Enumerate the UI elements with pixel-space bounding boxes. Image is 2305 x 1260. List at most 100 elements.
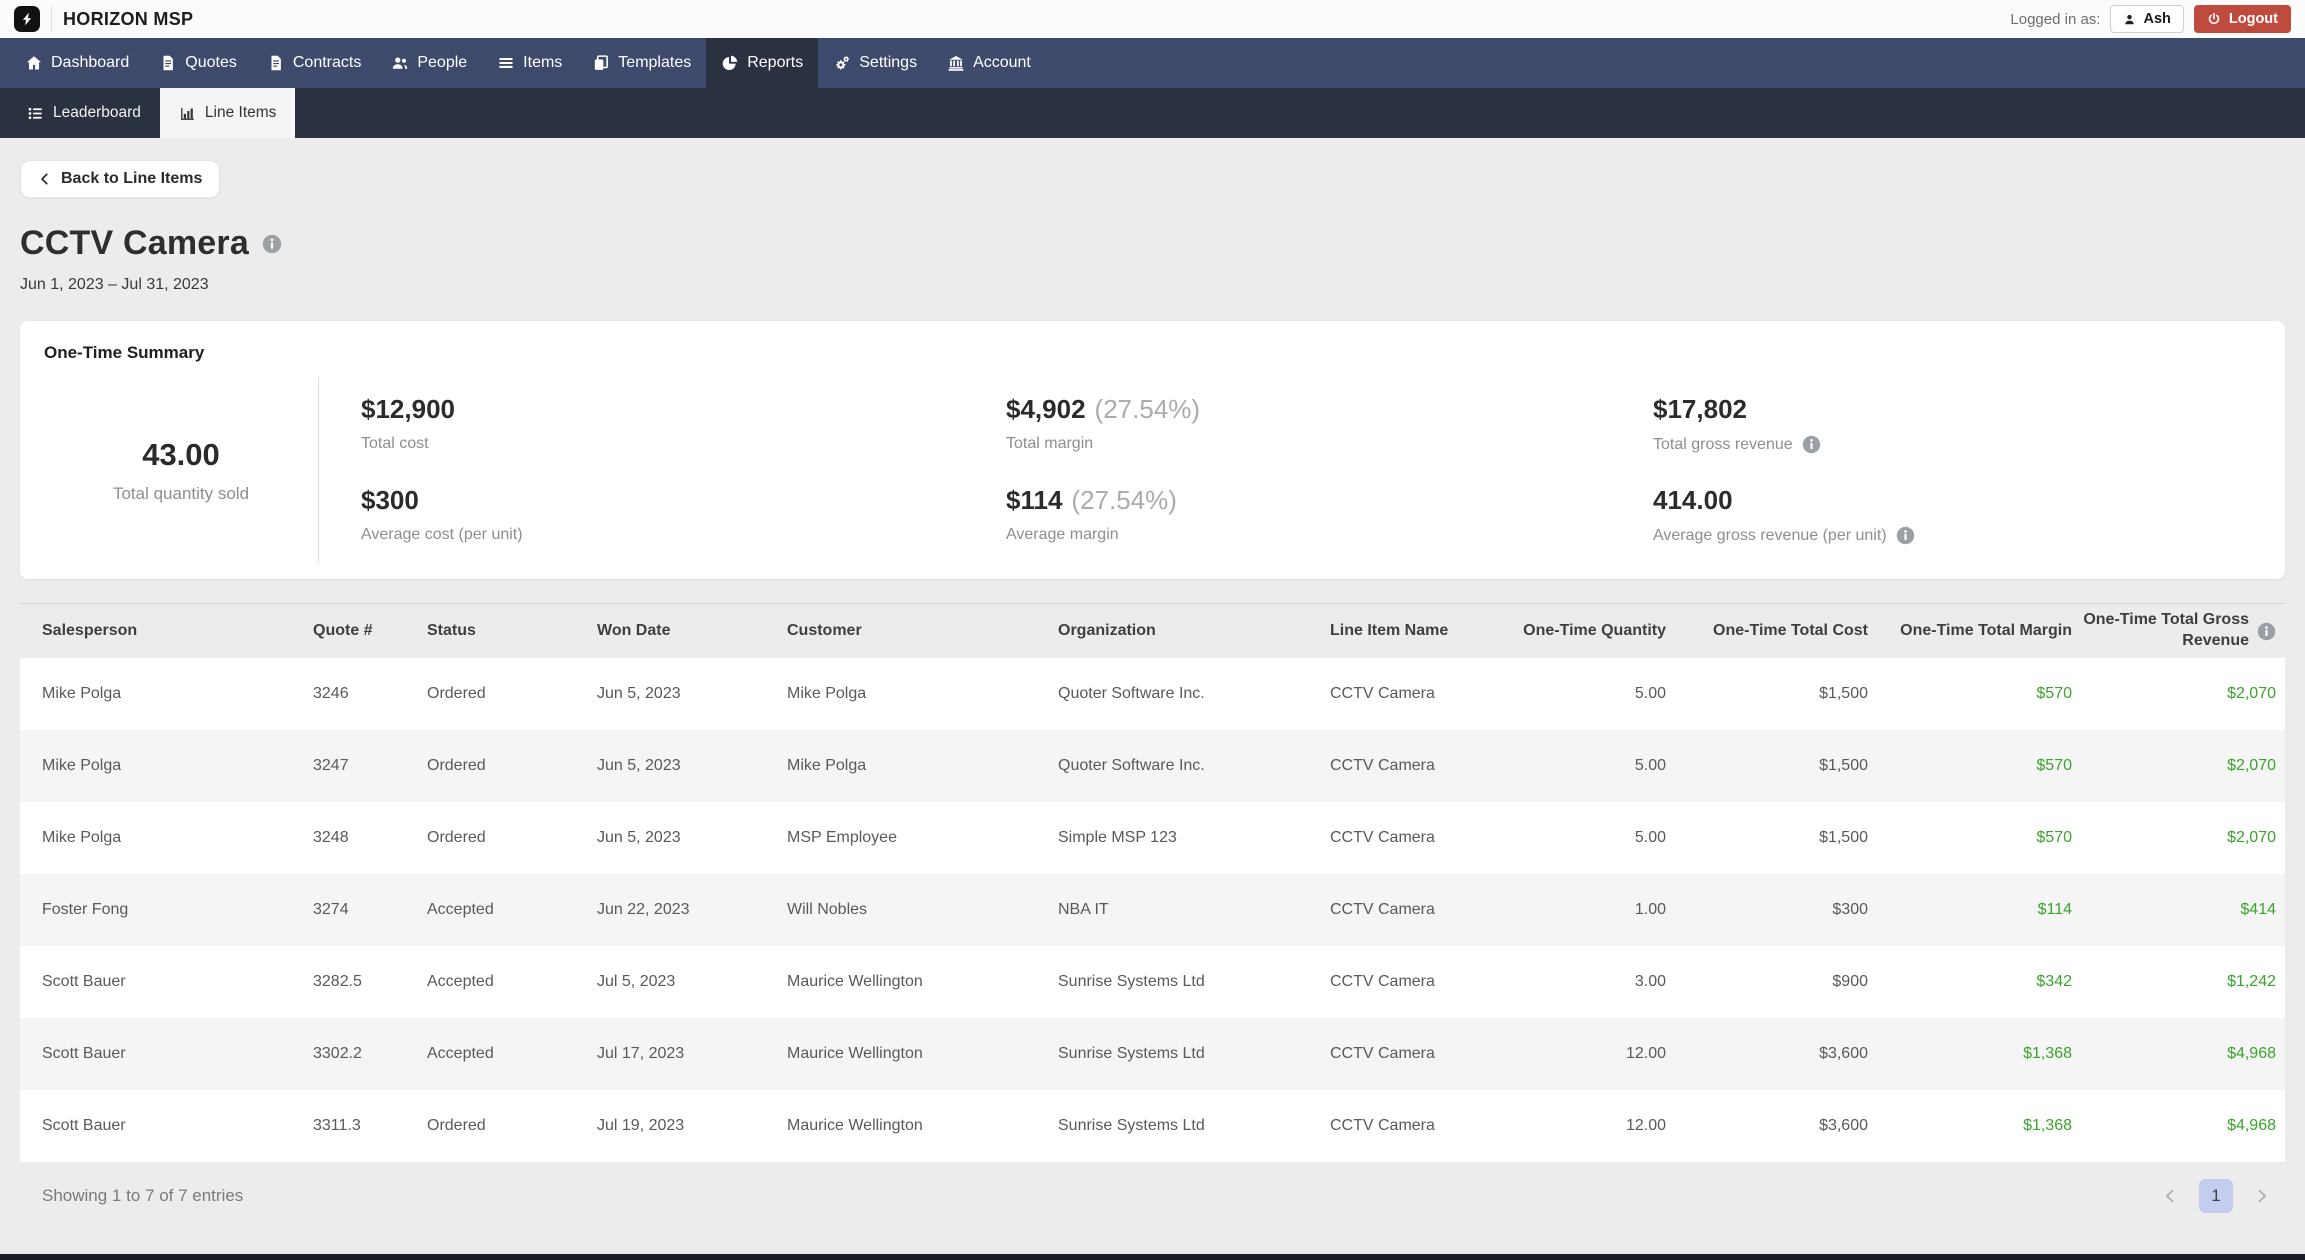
nav-item-templates[interactable]: Templates [577,38,706,88]
table-row: Scott Bauer 3311.3 Ordered Jul 19, 2023 Maur… [20,1090,2285,1162]
cell-one-time-total-gross-revenue: $2,070 [2227,685,2276,702]
stat-label: Total gross revenue [1653,435,1793,453]
cell-customer: Maurice Wellington [787,1045,923,1062]
summary-stat-total-margin: $4,902 (27.54%) Total margin [1006,381,1653,472]
cell-salesperson: Mike Polga [42,757,122,774]
stat-value: $12,900 [361,394,455,424]
table-body: Mike Polga 3246 Ordered Jun 5, 2023 Mike Pol… [20,658,2285,1162]
document-icon [267,54,285,72]
tab-leaderboard[interactable]: Leaderboard [8,88,160,138]
column-header-label: Won Date [597,621,671,639]
info-icon[interactable] [1802,435,1821,454]
nav-item-label: Quotes [185,54,237,71]
nav-item-people[interactable]: People [376,38,482,88]
cell-one-time-quantity: 5.00 [1634,829,1666,846]
cell-customer: Will Nobles [787,901,868,918]
cell-quote-number: 3246 [313,685,349,702]
logout-button[interactable]: Logout [2193,5,2291,33]
nav-item-dashboard[interactable]: Dashboard [10,38,144,88]
cell-won-date: Jul 5, 2023 [597,973,676,990]
cell-organization: Sunrise Systems Ltd [1058,973,1205,990]
column-header-label: Salesperson [42,621,138,639]
entries-summary: Showing 1 to 7 of 7 entries [42,1186,244,1205]
cell-won-date: Jun 22, 2023 [597,901,690,918]
cell-one-time-total-gross-revenue: $2,070 [2227,757,2276,774]
nav-item-settings[interactable]: Settings [818,38,932,88]
date-range: Jun 1, 2023 – Jul 31, 2023 [20,276,209,293]
stat-value-line: $114 (27.54%) [1006,485,1653,516]
page-1-button[interactable]: 1 [2199,1179,2233,1213]
cell-quote-number: 3302.2 [313,1045,362,1062]
table-header-row: Salesperson Quote # Status Won Date Customer… [20,603,2285,658]
stat-value: $114 [1006,485,1063,515]
table-row: Mike Polga 3246 Ordered Jun 5, 2023 Mike Pol… [20,658,2285,730]
nav-item-reports[interactable]: Reports [706,38,819,88]
cell-customer: Mike Polga [787,757,867,774]
cell-one-time-total-margin: $570 [2036,757,2072,774]
summary-divider [318,377,319,563]
cell-won-date: Jun 5, 2023 [597,757,681,774]
app-logo[interactable] [14,6,40,32]
cell-quote-number: 3282.5 [313,973,362,990]
page-content: Back to Line Items CCTV Camera Jun 1, 20… [0,138,2305,1216]
nav-item-label: Templates [618,54,692,71]
cell-customer: Maurice Wellington [787,1117,923,1134]
cell-one-time-total-cost: $1,500 [1819,829,1868,846]
home-icon [25,54,43,72]
column-header-salesperson: Salesperson [42,621,313,642]
cell-one-time-total-cost: $3,600 [1819,1117,1868,1134]
nav-item-label: Account [973,54,1031,71]
back-to-line-items-button[interactable]: Back to Line Items [20,160,221,198]
sub-nav: Leaderboard Line Items [0,88,2305,138]
stat-label: Total cost [361,435,429,452]
cell-one-time-total-margin: $342 [2036,973,2072,990]
column-header-label: One-Time Quantity [1523,621,1666,639]
tab-line-items[interactable]: Line Items [159,88,296,138]
nav-item-contracts[interactable]: Contracts [252,38,376,88]
next-page-button[interactable] [2253,1187,2271,1205]
table-row: Scott Bauer 3282.5 Accepted Jul 5, 2023 Maur… [20,946,2285,1018]
stat-percent: (27.54%) [1071,485,1177,515]
cell-line-item-name: CCTV Camera [1330,1045,1435,1062]
user-icon [2123,13,2136,26]
table-row: Mike Polga 3247 Ordered Jun 5, 2023 Mike Pol… [20,730,2285,802]
bolt-logo-icon [18,10,36,28]
previous-page-button[interactable] [2161,1187,2179,1205]
cell-one-time-total-gross-revenue: $4,968 [2227,1117,2276,1134]
info-icon[interactable] [262,234,282,254]
summary-stats: $12,900 Total cost $300 Average cost (per u… [319,377,2261,563]
total-quantity-block: 43.00 Total quantity sold [44,377,318,563]
cell-status: Accepted [427,973,494,990]
cell-quote-number: 3248 [313,829,349,846]
topbar-divider [51,6,52,32]
stat-value-line: $17,802 [1653,394,2261,425]
cell-one-time-quantity: 12.00 [1625,1117,1666,1134]
info-icon[interactable] [2257,622,2276,641]
cell-status: Ordered [427,1117,486,1134]
table-row: Scott Bauer 3302.2 Accepted Jul 17, 2023 Mau… [20,1018,2285,1090]
nav-item-items[interactable]: Items [482,38,577,88]
stat-percent: (27.54%) [1094,394,1201,424]
chevron-left-icon [38,172,52,186]
column-header-line-item-name: Line Item Name [1330,621,1516,642]
stat-label: Average cost (per unit) [361,526,523,543]
summary-stat-average-margin: $114 (27.54%) Average margin [1006,472,1653,563]
summary-stat-average-cost-per-unit: $300 Average cost (per unit) [361,472,1006,563]
cell-one-time-total-margin: $570 [2036,685,2072,702]
nav-item-account[interactable]: Account [932,38,1046,88]
window-edge [0,1254,2305,1260]
cell-won-date: Jun 5, 2023 [597,829,681,846]
bar-chart-icon [179,105,196,122]
cell-salesperson: Scott Bauer [42,1045,126,1062]
pie-chart-icon [721,54,739,72]
nav-item-quotes[interactable]: Quotes [144,38,252,88]
brand-name: HORIZON MSP [63,8,194,29]
user-button-label: Ash [2143,11,2171,27]
column-header-status: Status [427,621,597,642]
logged-in-as-label: Logged in as: [2010,10,2101,28]
info-icon[interactable] [1896,526,1915,545]
user-button[interactable]: Ash [2110,5,2184,33]
nav-item-label: Items [523,54,563,71]
cell-quote-number: 3247 [313,757,349,774]
column-header-label: One-Time Total Cost [1713,621,1868,639]
